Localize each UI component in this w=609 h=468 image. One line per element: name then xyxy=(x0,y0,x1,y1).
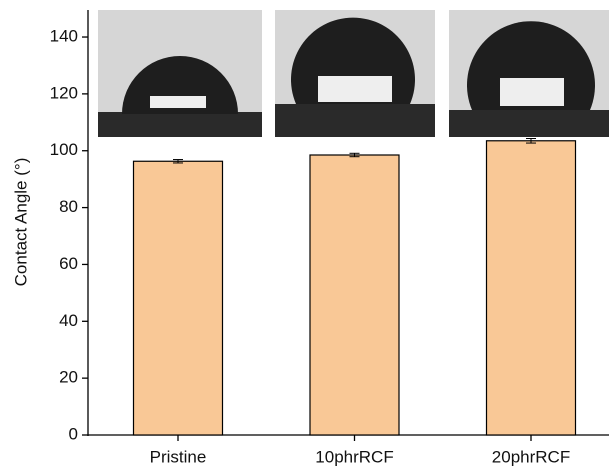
bar xyxy=(132,160,224,436)
droplet-image xyxy=(98,10,262,137)
x-tick-label: 20phrRCF xyxy=(492,447,570,466)
bar xyxy=(309,154,400,436)
y-tick-label: 80 xyxy=(59,197,78,216)
droplet-image xyxy=(275,10,435,137)
bar xyxy=(485,140,577,436)
y-tick-label: 0 xyxy=(69,424,78,443)
x-tick-label: 10phrRCF xyxy=(315,447,393,466)
y-tick-label: 60 xyxy=(59,254,78,273)
y-tick-label: 100 xyxy=(50,140,78,159)
y-tick-label: 20 xyxy=(59,368,78,387)
y-axis-label: Contact Angle (°) xyxy=(11,158,30,287)
droplet-images xyxy=(98,10,609,137)
y-tick-label: 120 xyxy=(50,83,78,102)
x-tick-label: Pristine xyxy=(150,447,207,466)
y-tick-label: 40 xyxy=(59,311,78,330)
y-tick-label: 140 xyxy=(50,27,78,46)
droplet-image xyxy=(449,10,609,137)
